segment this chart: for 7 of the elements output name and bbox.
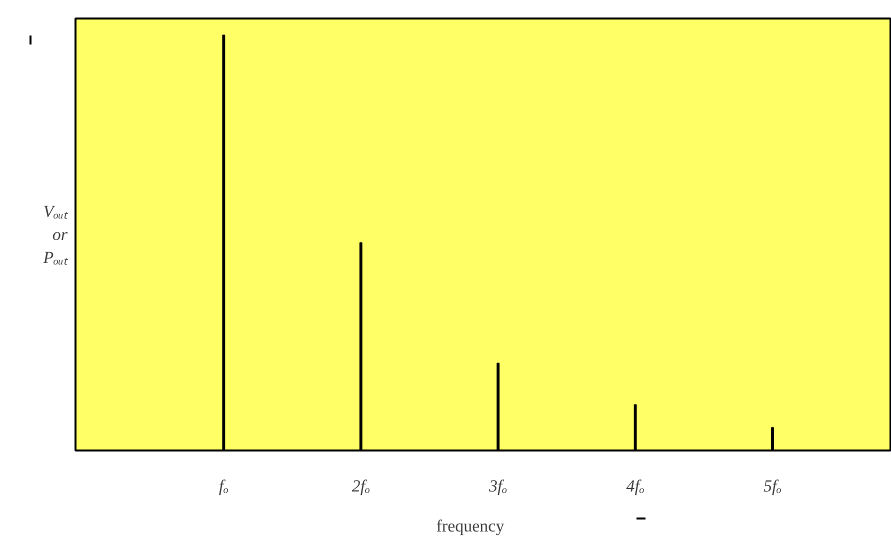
- x-tick-label: fₒ: [218, 476, 229, 496]
- x-tick-label: 3fₒ: [488, 476, 508, 496]
- x-tick-label: 5fₒ: [763, 476, 782, 496]
- x-tick-label: 2fₒ: [352, 476, 370, 496]
- y-axis-title: Vₒᵤₜ or Pₒᵤₜ: [42, 202, 68, 267]
- x-tick-label: 4fₒ: [626, 476, 644, 496]
- x-axis-title: frequency: [436, 516, 505, 536]
